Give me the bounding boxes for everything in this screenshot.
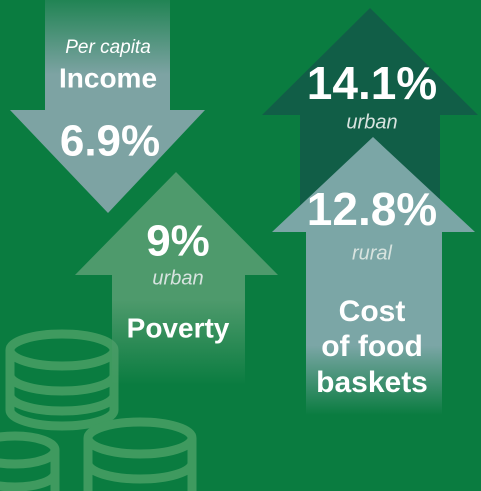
poverty-value: 9% [146,217,210,266]
poverty-label: Poverty [127,312,230,343]
income-subtitle: Per capita [65,37,151,58]
urban-cost-scope: urban [346,111,397,133]
rural-cost-value: 12.8% [307,183,437,235]
income-label: Income [59,62,157,93]
cost-label-line: Cost [339,295,406,328]
infographic: Per capita Income 6.9% 9% urban Poverty … [0,0,481,491]
cost-label-line: baskets [316,366,428,399]
income-value: 6.9% [60,117,160,166]
cost-label-line: of food [321,330,423,363]
page: {"income": {"subtitle": "Per capita", "l… [0,0,481,491]
rural-cost-scope: rural [352,242,393,264]
poverty-scope: urban [152,267,203,289]
urban-cost-value: 14.1% [307,57,437,109]
